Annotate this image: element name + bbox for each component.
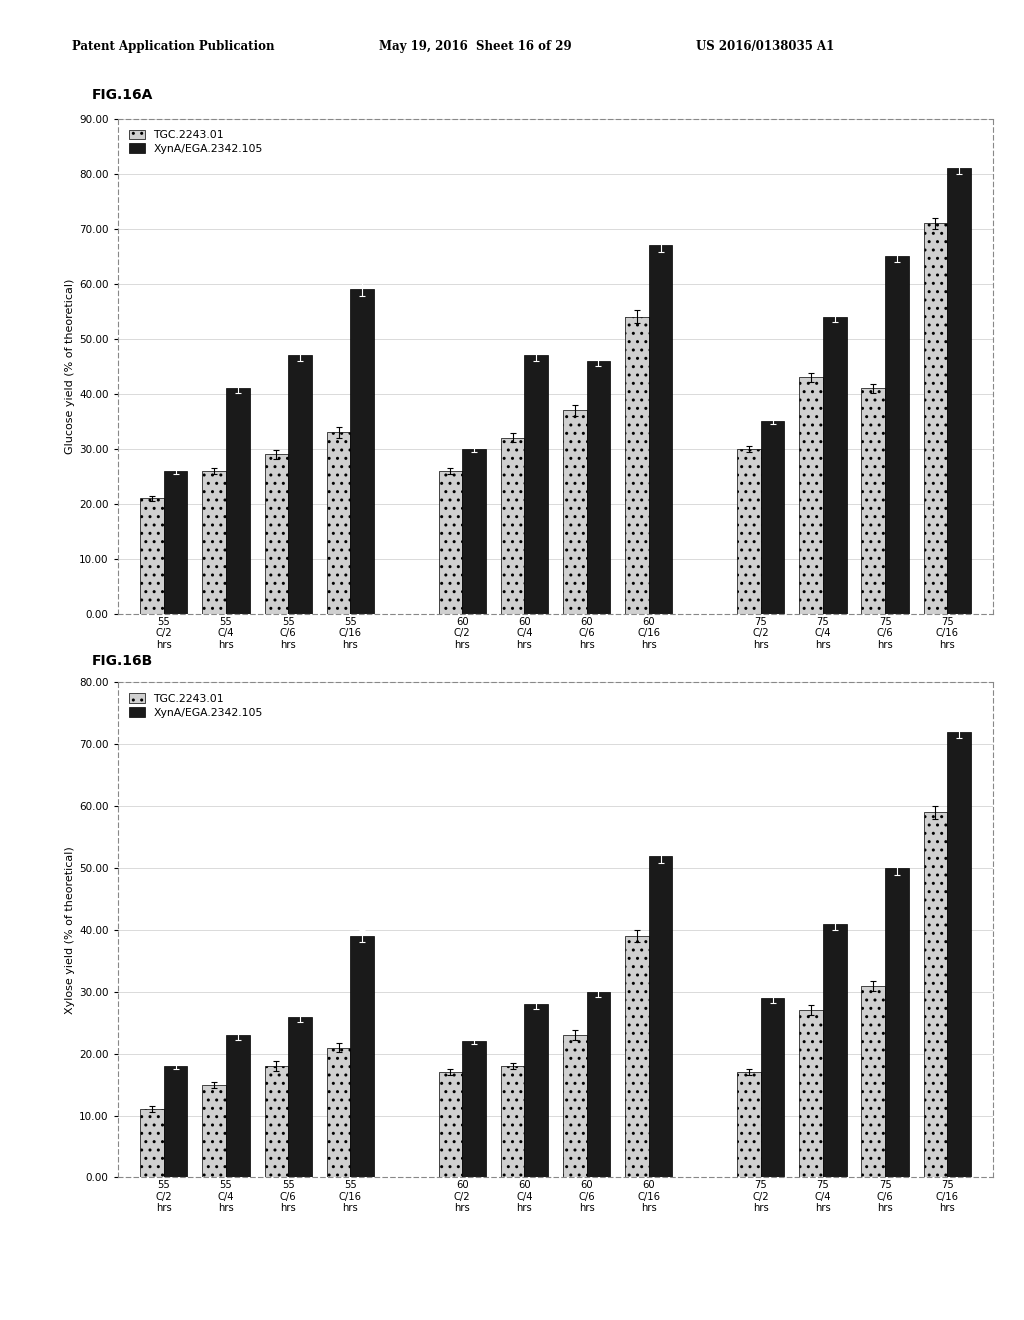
Bar [524, 1005, 548, 1177]
Text: FIG.16A: FIG.16A [92, 88, 154, 102]
Bar [924, 812, 947, 1177]
Bar [885, 869, 908, 1177]
Bar [203, 1085, 226, 1177]
Bar [226, 1035, 250, 1177]
Bar [800, 378, 823, 614]
Y-axis label: Glucose yield (% of theoretical): Glucose yield (% of theoretical) [66, 279, 75, 454]
Bar [649, 855, 673, 1177]
Bar [947, 168, 971, 614]
Bar [761, 998, 784, 1177]
Bar [462, 449, 485, 614]
Bar [587, 360, 610, 614]
Text: FIG.16B: FIG.16B [92, 655, 154, 668]
Bar [885, 256, 908, 614]
Bar [823, 924, 847, 1177]
Legend: TGC.2243.01, XynA/EGA.2342.105: TGC.2243.01, XynA/EGA.2342.105 [123, 688, 268, 723]
Bar [350, 289, 374, 614]
Bar [563, 411, 587, 614]
Bar [587, 991, 610, 1177]
Bar [823, 317, 847, 614]
Bar [462, 1041, 485, 1177]
Bar [501, 438, 524, 614]
Bar [737, 449, 761, 614]
Bar [288, 1016, 311, 1177]
Bar [649, 246, 673, 614]
Bar [203, 471, 226, 614]
Bar [226, 388, 250, 614]
Bar [947, 731, 971, 1177]
Bar [861, 388, 885, 614]
Bar [800, 1010, 823, 1177]
Text: Patent Application Publication: Patent Application Publication [72, 40, 274, 53]
Bar [737, 1072, 761, 1177]
Bar [140, 498, 164, 614]
Bar [350, 936, 374, 1177]
Bar [861, 986, 885, 1177]
Bar [264, 1067, 288, 1177]
Bar [524, 355, 548, 614]
Bar [563, 1035, 587, 1177]
Y-axis label: Xylose yield (% of theoretical): Xylose yield (% of theoretical) [66, 846, 75, 1014]
Bar [924, 223, 947, 614]
Text: May 19, 2016  Sheet 16 of 29: May 19, 2016 Sheet 16 of 29 [379, 40, 571, 53]
Bar [327, 1048, 350, 1177]
Bar [501, 1067, 524, 1177]
Bar [164, 471, 187, 614]
Bar [140, 1109, 164, 1177]
Bar [288, 355, 311, 614]
Text: US 2016/0138035 A1: US 2016/0138035 A1 [696, 40, 835, 53]
Bar [438, 471, 462, 614]
Legend: TGC.2243.01, XynA/EGA.2342.105: TGC.2243.01, XynA/EGA.2342.105 [123, 124, 268, 160]
Bar [438, 1072, 462, 1177]
Bar [626, 317, 649, 614]
Bar [761, 421, 784, 614]
Bar [626, 936, 649, 1177]
Bar [327, 433, 350, 614]
Bar [164, 1067, 187, 1177]
Bar [264, 454, 288, 614]
